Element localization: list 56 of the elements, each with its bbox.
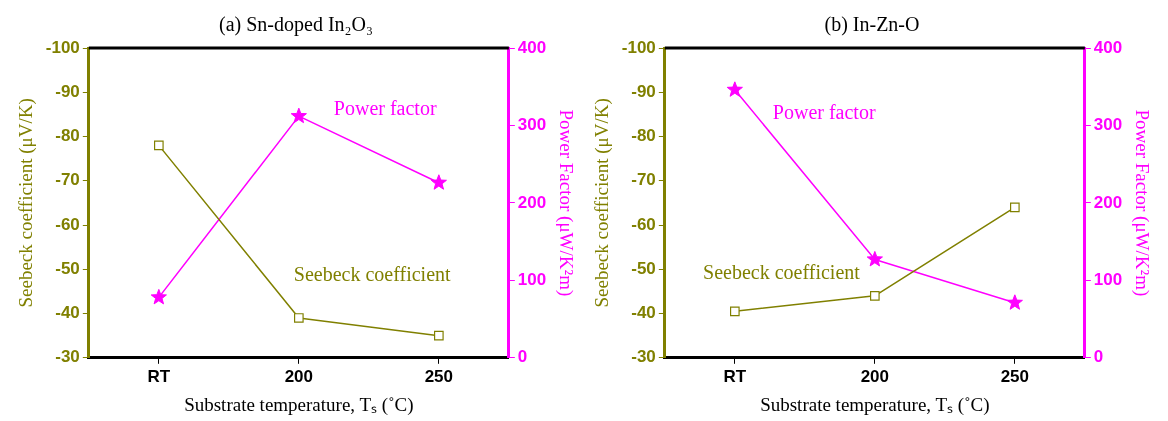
- chart-title: (a) Sn-doped In₂O₃: [219, 13, 373, 37]
- y2-axis-title: Power Factor (μW/K²m): [1130, 109, 1153, 297]
- y2-tick-label: 0: [517, 347, 528, 367]
- y2-tick-label: 200: [1093, 192, 1123, 212]
- point: [726, 81, 743, 97]
- point: [869, 291, 880, 301]
- y-tick-label: -100: [45, 37, 80, 57]
- x-axis-title: Substrate temperature, Tₛ (˚C): [184, 393, 414, 416]
- y2-tick-label: 200: [517, 192, 547, 212]
- x-tick-label: 250: [424, 366, 454, 386]
- y-tick-label: -80: [55, 126, 80, 146]
- y-tick-label: -70: [631, 170, 656, 190]
- x-tick-label: 250: [1000, 366, 1030, 386]
- y-tick-label: -30: [55, 347, 80, 367]
- point: [430, 174, 447, 190]
- point: [153, 140, 164, 151]
- y2-tick-label: 100: [1093, 270, 1123, 290]
- y-tick-label: -100: [621, 37, 656, 57]
- y-tick-label: -30: [631, 347, 656, 367]
- x-tick-label: 200: [284, 366, 314, 386]
- point: [1009, 202, 1020, 213]
- y2-tick-label: 400: [517, 37, 547, 57]
- series-label: Seebeck coefficient: [293, 263, 452, 286]
- point: [150, 288, 167, 305]
- y-tick-label: -90: [631, 81, 656, 101]
- y-tick-label: -60: [631, 214, 656, 234]
- point: [293, 313, 304, 323]
- y-tick-label: -40: [55, 303, 80, 323]
- y-tick-label: -50: [631, 258, 656, 278]
- series-label: Power factor: [772, 101, 876, 124]
- y-axis-title: Seebeck coefficient (μV/K): [15, 98, 38, 308]
- x-tick-label: RT: [723, 366, 747, 386]
- y2-tick-label: 300: [517, 115, 547, 135]
- point: [866, 250, 883, 267]
- y2-tick-label: 300: [1093, 115, 1123, 135]
- y-axis-title: Seebeck coefficient (μV/K): [591, 98, 614, 308]
- series-label: Seebeck coefficient: [703, 261, 861, 284]
- chart-title: (b) In-Zn-O: [824, 13, 920, 37]
- x-tick-label: RT: [147, 366, 171, 386]
- y-tick-label: -40: [631, 303, 656, 323]
- y-tick-label: -50: [55, 258, 80, 278]
- point: [1006, 294, 1023, 310]
- y-tick-label: -70: [55, 170, 80, 190]
- point: [729, 306, 740, 317]
- y-tick-label: -60: [55, 214, 80, 234]
- y2-tick-label: 0: [1093, 347, 1104, 367]
- y2-tick-label: 400: [1093, 37, 1123, 57]
- y2-tick-label: 100: [517, 270, 547, 290]
- y2-axis-title: Power Factor (μW/K²m): [554, 109, 577, 297]
- point: [433, 330, 444, 341]
- x-axis-title: Substrate temperature, Tₛ (˚C): [760, 393, 990, 416]
- x-tick-label: 200: [860, 366, 890, 386]
- y-tick-label: -90: [55, 81, 80, 101]
- point: [290, 107, 307, 124]
- series-label: Power factor: [333, 97, 437, 120]
- y-tick-label: -80: [631, 126, 656, 146]
